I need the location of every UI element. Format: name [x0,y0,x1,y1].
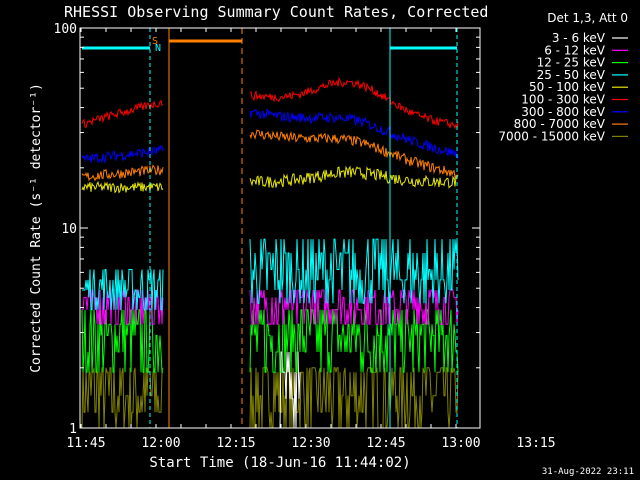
series-300-800-kev-seg2 [249,108,459,159]
series-100-300-kev-seg1 [81,99,164,128]
series-300-800-kev-seg1 [81,144,164,165]
y-axis-label: Corrected Count Rate (s⁻¹ detector⁻¹) [29,83,44,373]
y-tick-labels: 1 10 100 [54,22,77,437]
series-7000-15000-kev-seg2 [249,367,459,429]
series-12-25-kev-seg1 [81,309,163,373]
y-tick-label: 1 [69,422,77,437]
legend-entry-label: 300 - 800 keV [521,105,605,119]
series-800-7000-kev-seg1 [81,164,164,182]
data-layer [81,76,459,429]
legend-entry-label: 7000 - 15000 keV [498,129,605,143]
legend-entry-label: 800 - 7000 keV [514,117,606,131]
series-50-100-kev-seg1 [81,180,164,194]
x-tick-label: 12:30 [291,436,330,451]
x-tick-label: 12:15 [216,436,255,451]
legend-entry-label: 25 - 50 keV [537,68,606,82]
x-tick-label: 11:45 [66,436,105,451]
y-tick-label: 100 [54,22,77,37]
legend-entry-label: 12 - 25 keV [537,56,606,70]
series-3-6-kev-seg2 [279,351,301,429]
series-25-50-kev-seg2 [249,238,459,304]
chart-title: RHESSI Observing Summary Count Rates, Co… [64,3,488,21]
legend-entry-label: 6 - 12 keV [544,43,606,57]
series-800-7000-kev-seg2 [249,129,459,180]
legend-entry-label: 100 - 300 keV [521,93,605,107]
x-tick-label: 12:45 [366,436,405,451]
series-100-300-kev-seg2 [249,76,459,130]
legend-entry-label: 3 - 6 keV [552,31,606,45]
x-tick-label: 13:15 [516,436,555,451]
timestamp: 31-Aug-2022 23:11 [542,467,634,477]
marker-n-label: N [155,43,161,54]
y-tick-label: 10 [61,222,77,237]
legend-entry-label: 50 - 100 keV [529,80,606,94]
x-tick-labels: 11:45 12:00 12:15 12:30 12:45 13:00 13:15 [66,436,555,451]
x-tick-label: 13:00 [441,436,480,451]
series-50-100-kev-seg2 [249,165,459,189]
series-25-50-kev-seg1 [82,269,164,311]
marker-s-label: S [152,36,158,47]
x-tick-label: 12:00 [141,436,180,451]
series-7000-15000-kev-seg1 [81,367,164,429]
legend-title: Det 1,3, Att 0 [547,11,628,25]
tick-layer [80,28,480,429]
x-axis-label: Start Time (18-Jun-16 11:44:02) [149,455,410,471]
markers-layer: SN [82,28,458,428]
